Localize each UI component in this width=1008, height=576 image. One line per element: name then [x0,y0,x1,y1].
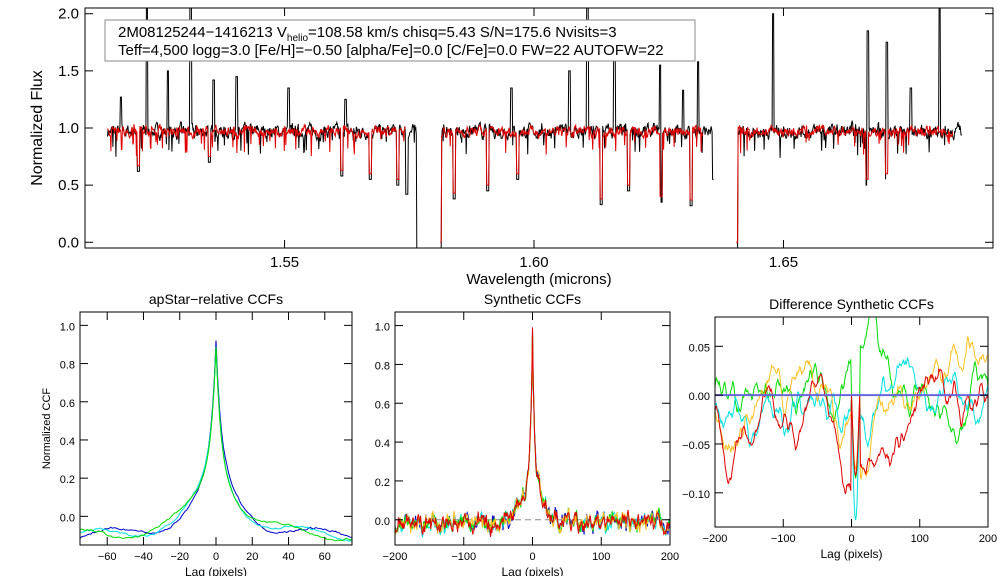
x-tick-label: −40 [134,551,153,563]
observed-spectrum-line [107,8,418,248]
y-tick-label: −0.10 [682,489,710,501]
x-tick-label: −60 [98,551,117,563]
x-tick-label: 0 [529,551,535,563]
x-axis-label: Wavelength (microns) [466,271,611,288]
y-tick-label: 0.8 [60,360,75,372]
y-axis-label: Normalized CCF [41,388,53,470]
y-tick-label: 0.2 [60,474,75,486]
plot-area [80,340,352,542]
y-tick-label: 0.2 [375,477,390,489]
info-line-2: Teff=4,500 logg=3.0 [Fe/H]=−0.50 [alpha/… [118,42,664,59]
y-tick-label: 1.0 [58,120,79,137]
x-tick-label: 0 [213,551,219,563]
panel-title: Difference Synthetic CCFs [769,296,934,312]
y-tick-label: 2.0 [58,6,79,23]
x-tick-label: 200 [661,551,679,563]
x-tick-label: 1.65 [769,254,798,271]
x-tick-label: −200 [703,533,728,545]
x-axis-label: Lag (pixels) [501,565,563,576]
y-tick-label: 0.8 [375,360,390,372]
y-tick-label: 1.0 [60,321,75,333]
x-axis-label: Lag (pixels) [185,565,247,576]
plot-frame [84,7,994,249]
x-tick-label: −100 [451,551,476,563]
visit2-ccf-line [80,347,352,542]
y-tick-label: 0.00 [689,391,710,403]
x-tick-label: 20 [246,551,258,563]
observed-spectrum-line [736,8,963,248]
panel-2: −200 −100 0 100 200 0.0 0.2 0.4 0.6 0.8 1.0 Synthet… [375,291,679,576]
x-tick-label: 200 [979,533,997,545]
y-tick-label: 0.6 [375,399,390,411]
plot-frame [79,311,353,546]
s5-ccf-line [395,327,670,537]
y-axis-label: Normalized Flux [29,70,46,186]
plot-area [715,317,988,521]
plot-area [107,8,963,248]
y-tick-label: −0.05 [682,440,710,452]
visit1-ccf-line [80,340,352,539]
plot-frame [714,316,989,528]
y-tick-label: 1.5 [58,63,79,80]
model-spectrum-line [440,124,704,243]
y-tick-label: 0.4 [60,436,75,448]
y-tick-label: 0.0 [375,516,390,528]
x-tick-label: −200 [383,551,408,563]
x-tick-label: 60 [319,551,331,563]
y-tick-label: 0.0 [58,234,79,251]
y-tick-label: 0.0 [60,512,75,524]
x-tick-label: 1.55 [270,254,299,271]
y-tick-label: 0.6 [60,398,75,410]
info-line-1: 2M08125244−1416213 Vhelio=108.58 km/s ch… [118,24,617,44]
plot-frame [394,311,671,546]
panel-title: Synthetic CCFs [484,291,581,307]
y-tick-label: 1.0 [375,322,390,334]
x-tick-label: 1.60 [519,254,548,271]
model-spectrum-line [107,123,406,180]
x-tick-label: 100 [592,551,610,563]
panel-3: −200 −100 0 100 200 0.05 0.00 −0.05 −0.10 Differe… [682,296,997,561]
y-tick-label: 0.4 [375,438,390,450]
x-tick-label: −20 [170,551,189,563]
x-tick-label: −100 [771,533,796,545]
y-tick-label: 0.5 [58,177,79,194]
panel-0: 1.55 1.60 1.65 0.0 0.5 1.0 1.5 2.0 Wavelength (m… [29,6,994,288]
x-tick-label: 0 [848,533,854,545]
x-tick-label: 40 [282,551,294,563]
info-box: 2M08125244−1416213 Vhelio=108.58 km/s ch… [104,19,696,62]
visit3-ccf-line [80,346,352,542]
x-axis-label: Lag (pixels) [820,547,882,561]
panel-1: −60 −40 −20 0 20 40 60 0.0 0.2 0.4 0.6 0.8 1.0 apStar… [41,291,353,576]
x-tick-label: 100 [911,533,929,545]
panel-title: apStar−relative CCFs [149,291,283,307]
model-spectrum-line [736,123,954,243]
y-tick-label: 0.05 [689,342,710,354]
plot-area [395,327,670,538]
